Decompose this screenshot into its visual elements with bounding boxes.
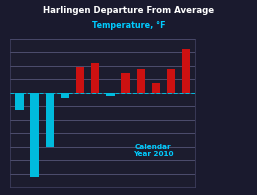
Text: Harlingen Departure From Average: Harlingen Departure From Average xyxy=(43,6,214,15)
Bar xyxy=(121,73,130,93)
Text: Temperature, °F: Temperature, °F xyxy=(92,21,165,30)
Bar xyxy=(76,67,84,93)
Bar xyxy=(136,69,145,93)
Bar xyxy=(61,93,69,98)
Bar xyxy=(45,93,54,147)
Bar xyxy=(152,83,160,93)
Bar xyxy=(15,93,24,110)
Bar xyxy=(91,63,99,93)
Text: Calendar
Year 2010: Calendar Year 2010 xyxy=(133,144,173,157)
Bar xyxy=(182,49,190,93)
Bar xyxy=(106,93,115,96)
Bar xyxy=(30,93,39,177)
Bar xyxy=(167,69,175,93)
